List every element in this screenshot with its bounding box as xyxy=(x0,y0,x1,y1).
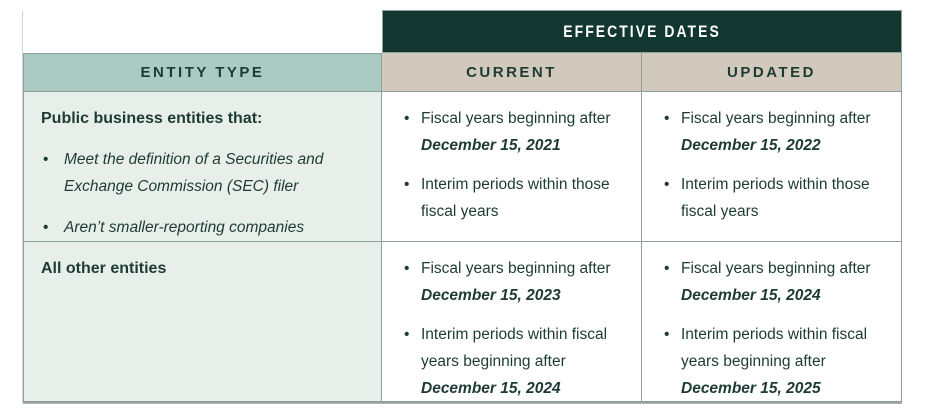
updated-bullet-list: Fiscal years beginning after December 15… xyxy=(662,255,887,402)
effective-dates-table: EFFECTIVE DATES ENTITY TYPE CURRENT UPDA… xyxy=(23,10,902,402)
effective-date: December 15, 2024 xyxy=(681,287,821,304)
column-header-current: CURRENT xyxy=(382,53,642,92)
bullet-text: Fiscal years beginning after xyxy=(421,260,611,277)
bullet-text: Fiscal years beginning after xyxy=(421,110,611,127)
bullet-text: Meet the definition of a Securities and … xyxy=(64,151,324,195)
bullet-text: Fiscal years beginning after xyxy=(681,260,871,277)
list-item: Interim periods within those fiscal year… xyxy=(662,171,887,225)
list-item: Fiscal years beginning after December 15… xyxy=(662,105,887,159)
effective-date: December 15, 2023 xyxy=(421,287,561,304)
effective-date: December 15, 2025 xyxy=(681,380,821,397)
effective-date: December 15, 2022 xyxy=(681,137,821,154)
list-item: Interim periods within fiscal years begi… xyxy=(402,321,627,402)
effective-date: December 15, 2021 xyxy=(421,137,561,154)
entity-title: Public business entities that: xyxy=(41,110,263,127)
table-row-2-updated-cell: Fiscal years beginning after December 15… xyxy=(642,242,902,402)
table-row-1-updated-cell: Fiscal years beginning after December 15… xyxy=(642,92,902,242)
bullet-text: Interim periods within fiscal years begi… xyxy=(681,326,868,370)
list-item: Interim periods within those fiscal year… xyxy=(402,171,627,225)
list-item: Aren’t smaller-reporting companies xyxy=(41,214,363,241)
effective-dates-banner-label: EFFECTIVE DATES xyxy=(563,21,721,41)
bullet-text: Fiscal years beginning after xyxy=(681,110,871,127)
bullet-text: Interim periods within those fiscal year… xyxy=(421,176,610,220)
table-row-2-entity-cell: All other entities xyxy=(23,242,382,402)
entity-bullet-list: Meet the definition of a Securities and … xyxy=(41,146,363,241)
list-item: Fiscal years beginning after December 15… xyxy=(402,105,627,159)
list-item: Fiscal years beginning after December 15… xyxy=(662,255,887,309)
list-item: Fiscal years beginning after December 15… xyxy=(402,255,627,309)
entity-title: All other entities xyxy=(41,260,167,277)
list-item: Interim periods within fiscal years begi… xyxy=(662,321,887,402)
list-item: Meet the definition of a Securities and … xyxy=(41,146,363,200)
bullet-text: Aren’t smaller-reporting companies xyxy=(64,219,305,236)
current-bullet-list: Fiscal years beginning after December 15… xyxy=(402,105,627,225)
table-row-1-current-cell: Fiscal years beginning after December 15… xyxy=(382,92,642,242)
updated-bullet-list: Fiscal years beginning after December 15… xyxy=(662,105,887,225)
table-row-1-entity-cell: Public business entities that: Meet the … xyxy=(23,92,382,242)
table-row-2-current-cell: Fiscal years beginning after December 15… xyxy=(382,242,642,402)
effective-date: December 15, 2024 xyxy=(421,380,561,397)
column-header-entity-type: ENTITY TYPE xyxy=(23,53,382,92)
bullet-text: Interim periods within fiscal years begi… xyxy=(421,326,608,370)
bullet-text: Interim periods within those fiscal year… xyxy=(681,176,870,220)
current-bullet-list: Fiscal years beginning after December 15… xyxy=(402,255,627,402)
effective-dates-banner: EFFECTIVE DATES xyxy=(382,10,902,53)
column-header-updated: UPDATED xyxy=(642,53,902,92)
